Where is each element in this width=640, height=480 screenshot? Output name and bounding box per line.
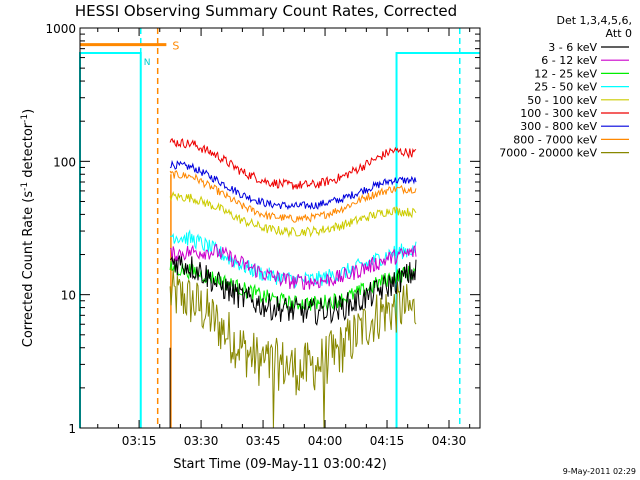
legend-label-4: 50 - 100 keV — [527, 94, 597, 107]
chart-title: HESSI Observing Summary Count Rates, Cor… — [75, 2, 457, 20]
legend-label-2: 12 - 25 keV — [534, 67, 597, 80]
plot-frame — [79, 27, 481, 429]
legend-header-line1: Det 1,3,4,5,6, — [556, 14, 632, 27]
legend-header-line2: Att 0 — [606, 27, 632, 40]
saa-flag-label: S — [172, 40, 179, 53]
x-tick-label: 04:30 — [432, 434, 467, 448]
x-axis-label: Start Time (09-May-11 03:00:42) — [173, 457, 387, 472]
series-line-0 — [170, 255, 417, 326]
x-axis: 03:15 03:30 03:45 04:00 04:15 04:30 — [97, 28, 471, 448]
y-label-part: Corrected Count Rate (s — [21, 191, 36, 348]
series-line-4 — [169, 190, 417, 239]
legend-label-3: 25 - 50 keV — [534, 81, 597, 94]
y-tick-label: 100 — [53, 155, 76, 169]
timestamp: 9-May-2011 02:29 — [563, 467, 636, 476]
night-flag-label: N — [144, 58, 151, 68]
y-label-part: ) — [21, 109, 36, 114]
legend-label-7: 800 - 7000 keV — [513, 133, 597, 146]
legend-label-8: 7000 - 20000 keV — [499, 147, 597, 160]
series-line-1 — [170, 244, 417, 291]
legend-label-0: 3 - 6 keV — [548, 41, 597, 54]
y-tick-label: 1000 — [45, 22, 76, 36]
y-label-exponent: -1 — [20, 114, 30, 123]
y-axis-label: Corrected Count Rate (s-1 detector-1) — [20, 109, 36, 347]
y-label-exponent: -1 — [20, 182, 30, 191]
series-line-5 — [169, 137, 417, 190]
series-line-6 — [169, 159, 417, 211]
series-line-8 — [169, 268, 417, 429]
x-tick-label: 04:00 — [308, 434, 343, 448]
x-tick-label: 03:15 — [122, 434, 157, 448]
legend-label-5: 100 - 300 keV — [520, 107, 597, 120]
y-label-part: detector — [21, 122, 36, 182]
x-tick-label: 03:30 — [184, 434, 219, 448]
y-axis: 1 10 100 1000 — [45, 22, 480, 436]
series-line-7 — [169, 170, 417, 223]
legend-label-1: 6 - 12 keV — [541, 54, 597, 67]
y-tick-label: 10 — [61, 289, 76, 303]
y-tick-label: 1 — [68, 422, 76, 436]
x-tick-label: 04:15 — [370, 434, 405, 448]
legend-label-6: 300 - 800 keV — [520, 120, 597, 133]
x-tick-label: 03:45 — [246, 434, 281, 448]
